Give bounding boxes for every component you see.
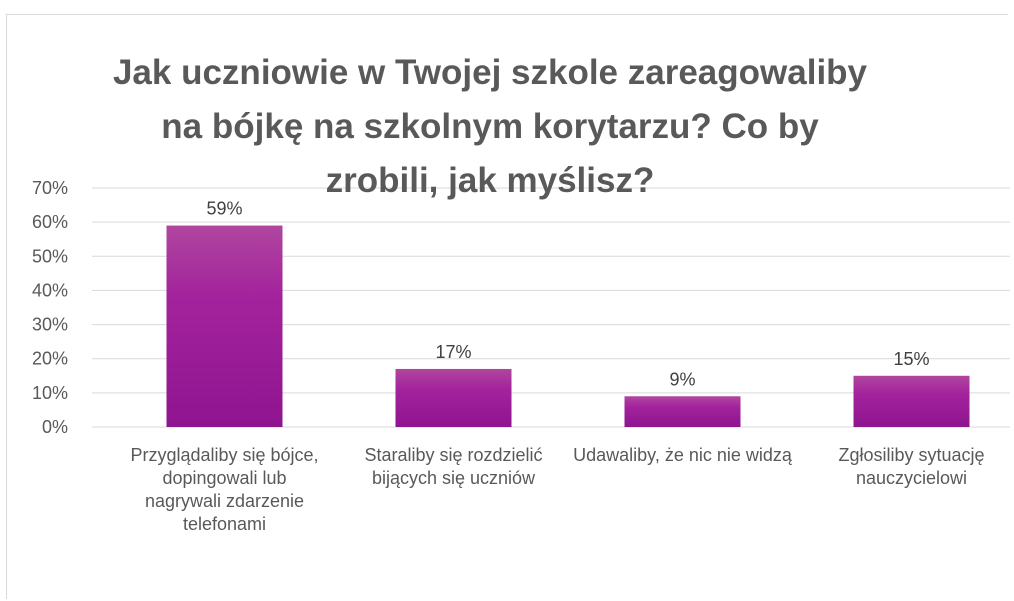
data-label: 59% (206, 199, 242, 219)
y-tick-label: 20% (32, 349, 68, 369)
y-tick-label: 30% (32, 315, 68, 335)
bar (853, 375, 970, 427)
y-tick-label: 60% (32, 212, 68, 232)
y-tick-label: 0% (42, 417, 68, 437)
data-label: 17% (435, 342, 471, 362)
y-tick-label: 40% (32, 280, 68, 300)
y-tick-label: 50% (32, 246, 68, 266)
y-tick-label: 10% (32, 383, 68, 403)
x-category-label: Przyglądaliby się bójce, dopingowali lub… (130, 445, 319, 534)
y-tick-label: 70% (32, 178, 68, 198)
bar (395, 368, 512, 427)
x-category-label: Zgłosiliby sytuację nauczycielowi (838, 445, 985, 488)
data-label: 9% (669, 369, 695, 389)
bar (624, 396, 741, 427)
x-category-label: Staraliby się rozdzielić bijących się uc… (364, 445, 543, 488)
chart-title: Jak uczniowie w Twojej szkole zareagowal… (112, 53, 868, 200)
bar (166, 225, 283, 427)
data-label: 15% (893, 349, 929, 369)
x-category-label: Udawaliby, że nic nie widzą (573, 445, 792, 465)
